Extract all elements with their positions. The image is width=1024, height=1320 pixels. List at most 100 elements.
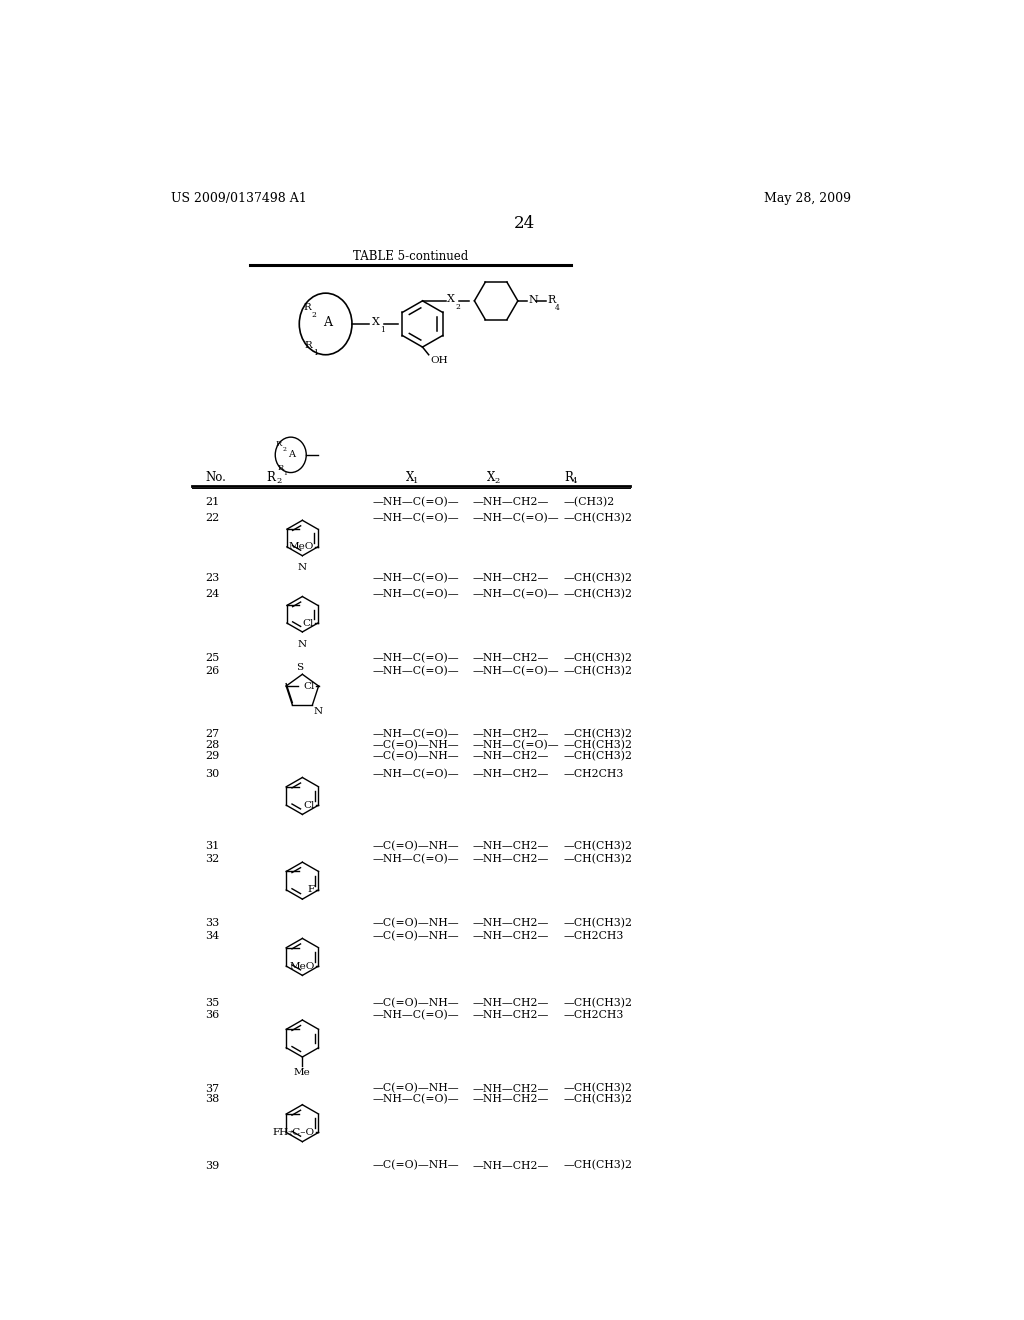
Text: —NH—CH2—: —NH—CH2— xyxy=(473,841,549,851)
Text: 2: 2 xyxy=(276,477,282,484)
Text: —CH(CH3)2: —CH(CH3)2 xyxy=(563,741,633,750)
Text: 37: 37 xyxy=(206,1084,219,1093)
Text: 1: 1 xyxy=(414,477,419,484)
Text: 29: 29 xyxy=(206,751,220,760)
Text: TABLE 5-continued: TABLE 5-continued xyxy=(353,251,469,264)
Text: 23: 23 xyxy=(206,573,220,583)
Text: 2: 2 xyxy=(455,304,460,312)
Text: 36: 36 xyxy=(206,1010,220,1019)
Text: —C(=O)—NH—: —C(=O)—NH— xyxy=(372,917,459,928)
Text: —NH—C(=O)—: —NH—C(=O)— xyxy=(372,729,459,739)
Text: 30: 30 xyxy=(206,770,220,779)
Text: —NH—C(=O)—: —NH—C(=O)— xyxy=(372,589,459,599)
Text: —CH(CH3)2: —CH(CH3)2 xyxy=(563,729,633,739)
Text: —CH2CH3: —CH2CH3 xyxy=(563,931,624,941)
Text: —NH—CH2—: —NH—CH2— xyxy=(473,1094,549,1105)
Text: —CH(CH3)2: —CH(CH3)2 xyxy=(563,653,633,663)
Text: X: X xyxy=(372,317,380,327)
Text: OH: OH xyxy=(430,356,447,366)
Text: N: N xyxy=(297,640,306,648)
Text: —NH—C(=O)—: —NH—C(=O)— xyxy=(372,496,459,507)
Text: —CH(CH3)2: —CH(CH3)2 xyxy=(563,751,633,762)
Text: —C(=O)—NH—: —C(=O)—NH— xyxy=(372,998,459,1008)
Text: FH₂C–O: FH₂C–O xyxy=(272,1129,314,1137)
Text: F: F xyxy=(307,886,314,895)
Text: No.: No. xyxy=(206,471,226,484)
Text: —NH—CH2—: —NH—CH2— xyxy=(473,998,549,1008)
Text: S: S xyxy=(296,663,303,672)
Text: R: R xyxy=(276,440,283,447)
Text: —CH(CH3)2: —CH(CH3)2 xyxy=(563,573,633,583)
Text: —(CH3)2: —(CH3)2 xyxy=(563,496,614,507)
Text: —NH—C(=O)—: —NH—C(=O)— xyxy=(372,854,459,865)
Text: —CH2CH3: —CH2CH3 xyxy=(563,1010,624,1019)
Text: —C(=O)—NH—: —C(=O)—NH— xyxy=(372,741,459,750)
Text: X: X xyxy=(406,471,414,484)
Text: 2: 2 xyxy=(311,312,316,319)
Text: MeO: MeO xyxy=(289,543,314,552)
Text: N: N xyxy=(528,296,539,305)
Text: —NH—CH2—: —NH—CH2— xyxy=(473,931,549,941)
Text: R: R xyxy=(266,471,274,484)
Text: 4: 4 xyxy=(572,477,578,484)
Text: 38: 38 xyxy=(206,1094,220,1105)
Text: 1: 1 xyxy=(380,326,385,334)
Text: —CH(CH3)2: —CH(CH3)2 xyxy=(563,1160,633,1171)
Text: Cl: Cl xyxy=(302,619,314,627)
Text: 22: 22 xyxy=(206,513,220,523)
Text: —NH—C(=O)—: —NH—C(=O)— xyxy=(372,667,459,676)
Text: A: A xyxy=(288,450,295,458)
Text: —NH—CH2—: —NH—CH2— xyxy=(473,1160,549,1171)
Text: —CH2CH3: —CH2CH3 xyxy=(563,770,624,779)
Text: —NH—C(=O)—: —NH—C(=O)— xyxy=(372,1094,459,1105)
Text: —NH—C(=O)—: —NH—C(=O)— xyxy=(372,653,459,663)
Text: —CH(CH3)2: —CH(CH3)2 xyxy=(563,513,633,523)
Text: —NH—CH2—: —NH—CH2— xyxy=(473,573,549,583)
Text: 2: 2 xyxy=(283,447,287,453)
Text: —NH—C(=O)—: —NH—C(=O)— xyxy=(473,741,559,750)
Text: —NH—CH2—: —NH—CH2— xyxy=(473,730,549,739)
Text: MeO: MeO xyxy=(289,962,314,970)
Text: —CH(CH3)2: —CH(CH3)2 xyxy=(563,667,633,676)
Text: R: R xyxy=(547,296,556,305)
Text: 32: 32 xyxy=(206,854,220,865)
Text: 31: 31 xyxy=(206,841,220,851)
Text: —CH(CH3)2: —CH(CH3)2 xyxy=(563,1094,633,1105)
Text: —NH—C(=O)—: —NH—C(=O)— xyxy=(473,667,559,676)
Text: 4: 4 xyxy=(555,304,560,312)
Text: 2: 2 xyxy=(495,477,500,484)
Text: A: A xyxy=(323,315,332,329)
Text: 1: 1 xyxy=(313,350,318,358)
Text: Me: Me xyxy=(294,1068,310,1077)
Text: —NH—CH2—: —NH—CH2— xyxy=(473,770,549,779)
Text: R: R xyxy=(278,463,284,473)
Text: —CH(CH3)2: —CH(CH3)2 xyxy=(563,917,633,928)
Text: X: X xyxy=(486,471,496,484)
Text: —C(=O)—NH—: —C(=O)—NH— xyxy=(372,1160,459,1171)
Text: R: R xyxy=(564,471,573,484)
Text: May 28, 2009: May 28, 2009 xyxy=(764,191,851,205)
Text: —NH—C(=O)—: —NH—C(=O)— xyxy=(372,1010,459,1020)
Text: —CH(CH3)2: —CH(CH3)2 xyxy=(563,589,633,599)
Text: —NH—C(=O)—: —NH—C(=O)— xyxy=(473,589,559,599)
Text: 24: 24 xyxy=(514,215,536,232)
Text: —NH—CH2—: —NH—CH2— xyxy=(473,1010,549,1019)
Text: —NH—C(=O)—: —NH—C(=O)— xyxy=(372,573,459,583)
Text: US 2009/0137498 A1: US 2009/0137498 A1 xyxy=(171,191,306,205)
Text: —NH—CH2—: —NH—CH2— xyxy=(473,751,549,760)
Text: 21: 21 xyxy=(206,496,220,507)
Text: 26: 26 xyxy=(206,667,220,676)
Text: —C(=O)—NH—: —C(=O)—NH— xyxy=(372,1084,459,1094)
Text: 1: 1 xyxy=(284,471,288,477)
Text: R: R xyxy=(305,341,312,350)
Text: —CH(CH3)2: —CH(CH3)2 xyxy=(563,841,633,851)
Text: R: R xyxy=(303,302,311,312)
Text: 28: 28 xyxy=(206,741,220,750)
Text: 39: 39 xyxy=(206,1160,220,1171)
Text: —C(=O)—NH—: —C(=O)—NH— xyxy=(372,751,459,762)
Text: —NH—C(=O)—: —NH—C(=O)— xyxy=(372,513,459,523)
Text: —NH—CH2—: —NH—CH2— xyxy=(473,1084,549,1093)
Text: —NH—CH2—: —NH—CH2— xyxy=(473,496,549,507)
Text: 34: 34 xyxy=(206,931,220,941)
Text: —NH—CH2—: —NH—CH2— xyxy=(473,653,549,663)
